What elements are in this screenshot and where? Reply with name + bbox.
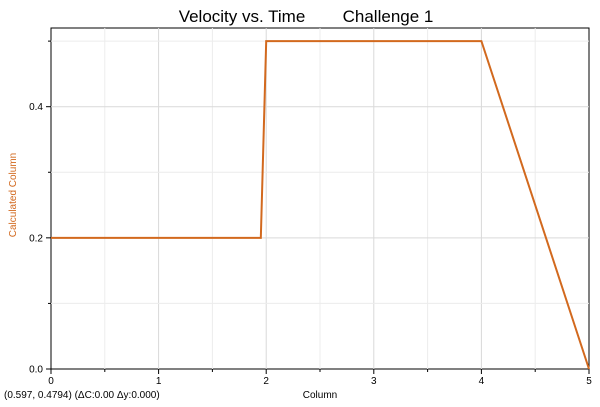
y-tick-label: 0.2 (29, 233, 43, 244)
x-tick-label: 3 (371, 376, 377, 387)
x-tick-label: 4 (479, 376, 485, 387)
y-tick-label: 0.4 (29, 102, 43, 113)
chart-title: Velocity vs. Time (179, 7, 306, 26)
ticks (46, 40, 590, 374)
series-line (51, 40, 590, 370)
y-tick-label: 0.0 (29, 365, 43, 376)
x-tick-label: 1 (156, 376, 162, 387)
series (51, 40, 590, 370)
x-tick-label: 0 (48, 376, 54, 387)
x-axis-label: Column (303, 390, 337, 401)
y-axis-label: Calculated Column (8, 153, 19, 238)
x-tick-label: 5 (586, 376, 592, 387)
y-tick-labels: 0.0 0.2 0.4 (29, 102, 43, 375)
x-tick-labels: 0 1 2 3 4 5 (48, 376, 592, 387)
chart-subtitle: Challenge 1 (343, 7, 434, 26)
coordinate-readout: (0.597, 0.4794) (ΔC:0.00 Δy:0.000) (4, 390, 160, 401)
grid (51, 28, 589, 369)
x-tick-label: 2 (263, 376, 269, 387)
